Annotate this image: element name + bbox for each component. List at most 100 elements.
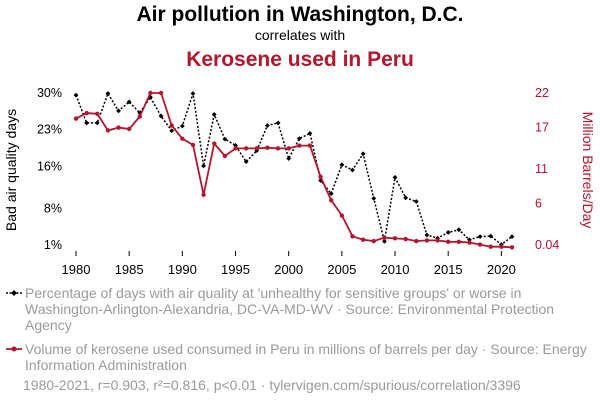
data-point-kerosene [371,238,376,244]
data-point-air-quality [435,235,440,241]
right-tick-label: 22 [535,86,549,100]
data-point-air-quality [360,151,366,157]
data-point-air-quality [158,113,164,119]
data-point-kerosene [105,128,111,133]
data-point-kerosene [222,153,228,159]
data-point-kerosene [180,136,185,141]
data-point-kerosene [499,244,504,249]
x-tick-label: 2010 [381,262,410,277]
right-tick-label: 11 [535,162,548,176]
data-point-kerosene [488,244,493,249]
data-point-air-quality [222,136,228,142]
data-point-kerosene [307,143,313,148]
x-tick-label: 1980 [62,262,91,277]
data-point-air-quality [137,110,143,116]
data-point-air-quality [211,112,217,117]
data-point-air-quality [84,120,90,126]
data-point-kerosene [456,239,462,245]
x-tick-label: 1995 [221,262,250,277]
legend-text-air-quality: Percentage of days with air quality at '… [25,285,555,333]
data-point-kerosene [275,146,281,151]
left-tick-label: 16% [37,159,62,173]
data-point-kerosene [382,235,387,240]
data-point-air-quality [126,99,132,105]
data-point-kerosene [243,146,249,151]
data-point-kerosene [339,213,345,218]
data-point-kerosene [424,238,430,243]
data-point-kerosene [212,141,217,146]
data-point-air-quality [105,91,111,96]
data-point-air-quality [286,156,292,161]
x-tick-label: 2005 [327,262,356,277]
data-point-kerosene [392,236,398,241]
data-point-kerosene [297,143,302,148]
left-tick-label: 30% [37,86,62,100]
data-point-air-quality [94,120,100,126]
x-tick-label: 2000 [274,262,303,277]
right-tick-label: 6 [535,197,542,211]
data-point-air-quality [328,191,334,197]
data-point-kerosene [509,245,515,250]
chart-title: Air pollution in Washington, D.C. [136,3,463,26]
right-tick-label: 0.04 [535,238,559,252]
right-tick-label: 17 [535,121,549,135]
data-point-air-quality [413,199,419,204]
right-axis-ticks: 0.04 6 11 17 22 [535,86,559,252]
data-point-air-quality [392,174,398,180]
data-point-air-quality [265,123,270,128]
chart-title-secondary: Kerosene used in Peru [186,48,414,71]
data-point-air-quality [243,159,249,165]
data-point-kerosene [435,238,440,243]
black-diamond-line-icon [6,290,22,296]
data-point-kerosene [148,90,153,96]
left-tick-label: 1% [44,238,62,252]
data-point-kerosene [286,146,291,151]
x-tick-label: 1985 [115,262,144,277]
data-point-kerosene [318,174,323,179]
x-tick-label: 2015 [434,262,463,277]
data-point-air-quality [350,167,355,173]
data-point-air-quality [445,230,451,235]
data-point-kerosene [95,111,100,116]
data-point-air-quality [403,195,409,201]
data-point-air-quality [307,130,313,136]
x-tick-label: 1990 [168,262,197,277]
data-point-kerosene [414,238,419,244]
data-point-air-quality [275,120,281,126]
data-point-air-quality [488,233,494,239]
data-point-air-quality [456,227,462,233]
data-point-kerosene [467,240,472,245]
left-axis-ticks: 1% 8% 16% 23% 30% [37,86,62,252]
chart: Air pollution in Washington, D.C. correl… [3,3,596,277]
footer-stats: 1980-2021, r=0.903, r²=0.816, p<0.01 · t… [23,377,521,393]
data-point-kerosene [350,234,355,239]
data-point-air-quality [190,91,196,96]
data-point-air-quality [179,123,185,129]
data-point-air-quality [477,234,483,240]
data-point-kerosene [360,237,366,242]
series-line-air-quality [75,91,513,246]
data-point-kerosene [265,145,270,150]
red-circle-line-icon [6,346,22,352]
data-point-air-quality [116,108,121,114]
x-axis-ticks: 1980 1985 1990 1995 2000 2005 2010 2015 2020 [62,251,516,277]
data-point-air-quality [233,143,238,148]
data-point-air-quality [509,234,515,240]
data-point-kerosene [190,142,196,148]
right-axis-label: Million Barrels/Day [580,112,596,229]
data-point-kerosene [169,123,174,128]
data-point-kerosene [329,198,334,203]
data-point-kerosene [158,90,164,96]
data-point-kerosene [477,242,483,247]
data-point-kerosene [445,239,451,245]
data-point-kerosene [126,126,132,132]
data-point-air-quality [371,195,377,201]
chart-subtitle: correlates with [255,27,345,43]
data-point-kerosene [137,114,143,119]
x-tick-label: 2020 [487,262,516,277]
data-point-kerosene [233,146,238,151]
left-tick-label: 8% [44,201,62,215]
left-tick-label: 23% [37,123,62,137]
data-point-air-quality [169,128,175,134]
data-point-air-quality [201,163,207,169]
